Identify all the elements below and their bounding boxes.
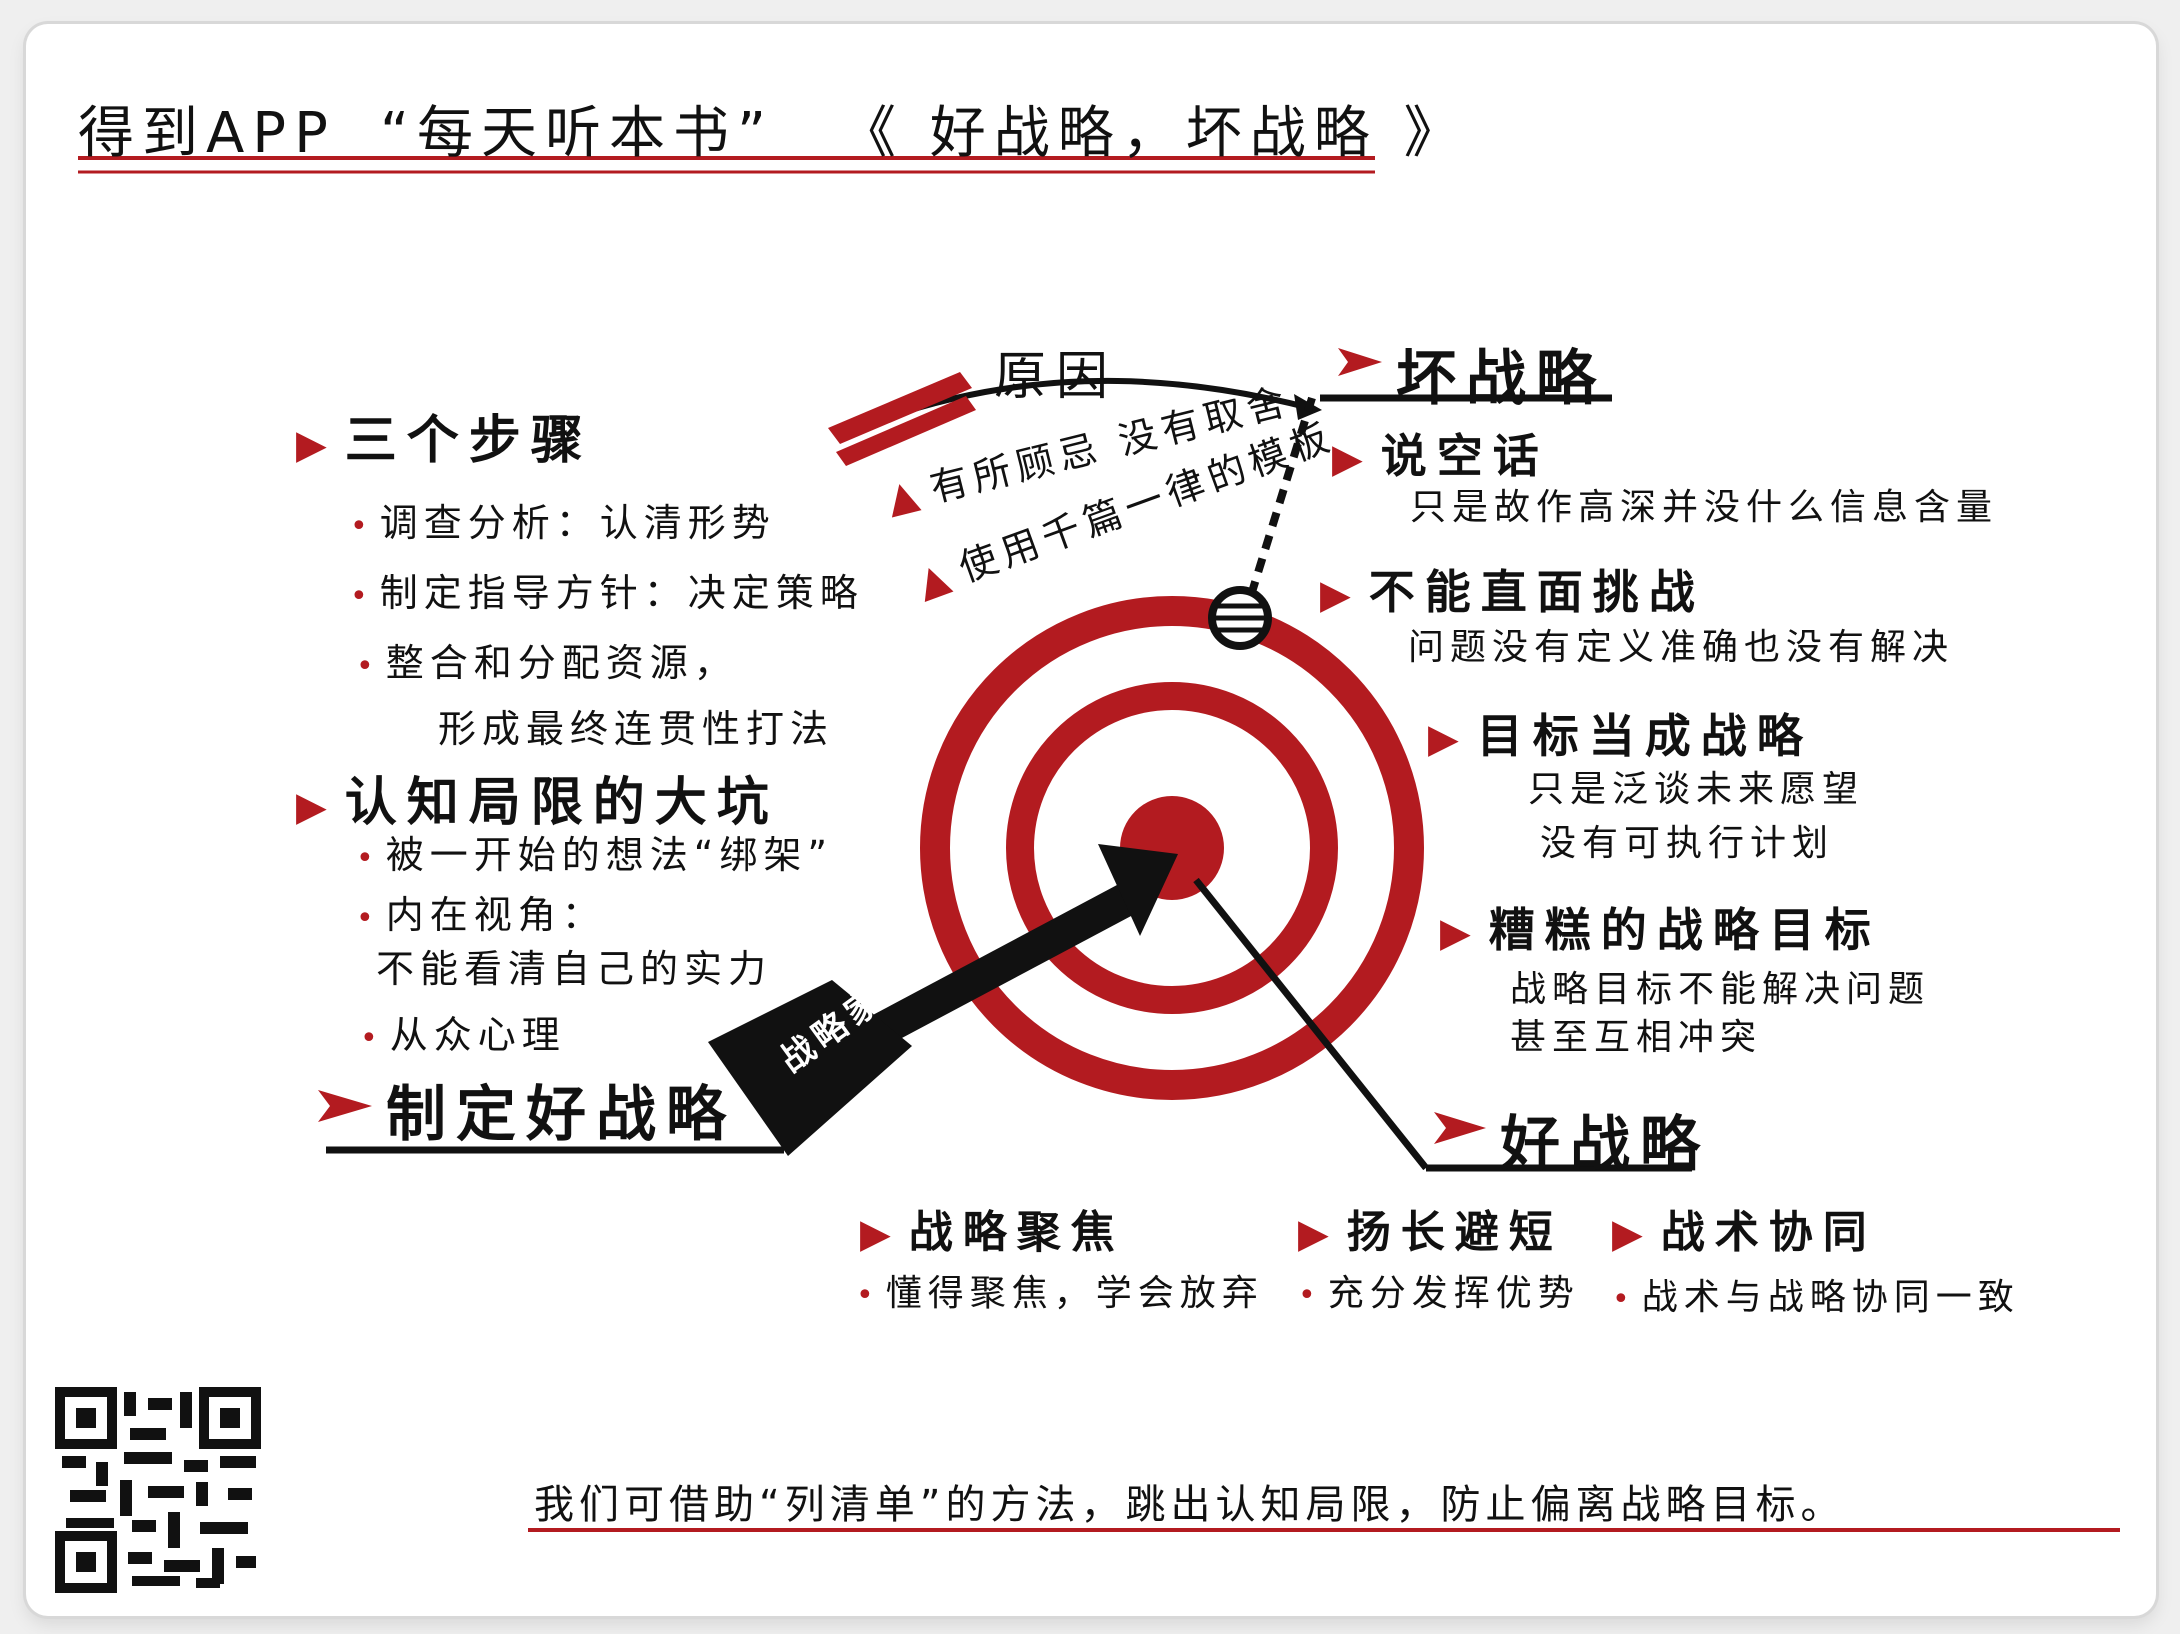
bad-item-desc: 问题没有定义准确也没有解决 bbox=[1408, 627, 1955, 668]
qr-code-icon bbox=[55, 1387, 261, 1593]
good-item-head: ▶ 战术协同 bbox=[1612, 1207, 1877, 1258]
bad-item-desc: 只是故作高深并没什么信息含量 bbox=[1410, 487, 1999, 528]
page-card bbox=[26, 24, 2156, 1616]
step-item-continuation: 形成最终连贯性打法 bbox=[438, 707, 835, 751]
limit-item: • 被一开始的想法“绑架” bbox=[356, 833, 834, 877]
bad-title: 坏战略 bbox=[1396, 344, 1606, 414]
limits-title: ▶ 认知局限的大坑 bbox=[296, 773, 779, 833]
pin-head-icon bbox=[1208, 586, 1272, 650]
cause-curve bbox=[879, 378, 1311, 423]
bad-item-head: ▶ 糟糕的战略目标 bbox=[1440, 903, 1881, 957]
limit-item: • 内在视角： bbox=[356, 893, 606, 937]
bullet-icon: • bbox=[360, 1021, 384, 1056]
footer-conclusion: 我们可借助“列清单”的方法，跳出认知局限，防止偏离战略目标。 bbox=[534, 1482, 1846, 1528]
limit-item-continuation: 不能看清自己的实力 bbox=[376, 947, 773, 991]
bad-item-desc: 只是泛谈未来愿望 bbox=[1528, 769, 1865, 810]
good-item-head: ▶ 战略聚焦 bbox=[860, 1207, 1125, 1258]
bad-item-desc: 没有可执行计划 bbox=[1540, 823, 1835, 864]
step-item: • 制定指导方针：决定策略 bbox=[350, 571, 864, 615]
bullet-icon: • bbox=[356, 841, 380, 876]
good-flag-icon bbox=[1434, 1112, 1486, 1144]
triangle-icon: ▶ bbox=[1612, 1211, 1653, 1257]
bad-item-head: ▶ 目标当成战略 bbox=[1428, 709, 1813, 763]
good-item-desc: • 懂得聚焦，学会放弃 bbox=[856, 1273, 1264, 1314]
bullet-icon: • bbox=[356, 649, 380, 684]
good-connector bbox=[1193, 877, 1429, 1171]
strategist-arrow bbox=[708, 844, 1178, 1156]
make-good-title: 制定好战略 bbox=[386, 1080, 736, 1150]
good-item-head: ▶ 扬长避短 bbox=[1298, 1207, 1563, 1258]
triangle-icon: ▶ bbox=[1298, 1211, 1339, 1257]
limit-item: • 从众心理 bbox=[360, 1013, 566, 1057]
header-app: 得到APP bbox=[78, 101, 336, 166]
good-item-desc: • 战术与战略协同一致 bbox=[1612, 1277, 2020, 1318]
steps-title: ▶ 三个步骤 bbox=[296, 411, 593, 471]
triangle-icon: ▶ bbox=[1428, 716, 1469, 762]
bad-item-desc: 战略目标不能解决问题 bbox=[1510, 969, 1931, 1010]
bullet-icon: • bbox=[856, 1278, 880, 1313]
step-item: • 调查分析：认清形势 bbox=[350, 501, 776, 545]
good-title: 好战略 bbox=[1500, 1110, 1710, 1180]
target-icon bbox=[920, 596, 1424, 1100]
bullet-icon: • bbox=[350, 509, 374, 544]
bad-item-head: ▶ 说空话 bbox=[1332, 429, 1549, 483]
good-item-desc: • 充分发挥优势 bbox=[1298, 1273, 1580, 1314]
header-series: “每天听本书” bbox=[380, 101, 775, 166]
pin-dashed-line bbox=[1248, 396, 1316, 594]
triangle-icon: ▶ bbox=[1440, 910, 1481, 956]
cause-stripes bbox=[828, 372, 976, 466]
step-item: • 整合和分配资源， bbox=[356, 641, 738, 685]
triangle-icon: ▶ bbox=[1332, 436, 1373, 482]
bullet-icon: • bbox=[350, 579, 374, 614]
bullet-icon: • bbox=[1612, 1282, 1636, 1317]
make-good-flag-icon bbox=[318, 1090, 372, 1122]
bad-flag-icon bbox=[1338, 348, 1382, 376]
triangle-icon: ▶ bbox=[296, 784, 337, 830]
bullet-icon: • bbox=[1298, 1278, 1322, 1313]
cause-title: 原因 bbox=[994, 347, 1119, 407]
triangle-icon: ▶ bbox=[296, 422, 337, 468]
bad-item-desc: 甚至互相冲突 bbox=[1510, 1017, 1763, 1058]
header-book-title: 《 好战略，坏战略 》 bbox=[840, 101, 1468, 166]
bullet-icon: • bbox=[356, 901, 380, 936]
triangle-icon: ▶ bbox=[1320, 572, 1361, 618]
triangle-icon: ▶ bbox=[860, 1211, 901, 1257]
bad-item-head: ▶ 不能直面挑战 bbox=[1320, 565, 1705, 619]
